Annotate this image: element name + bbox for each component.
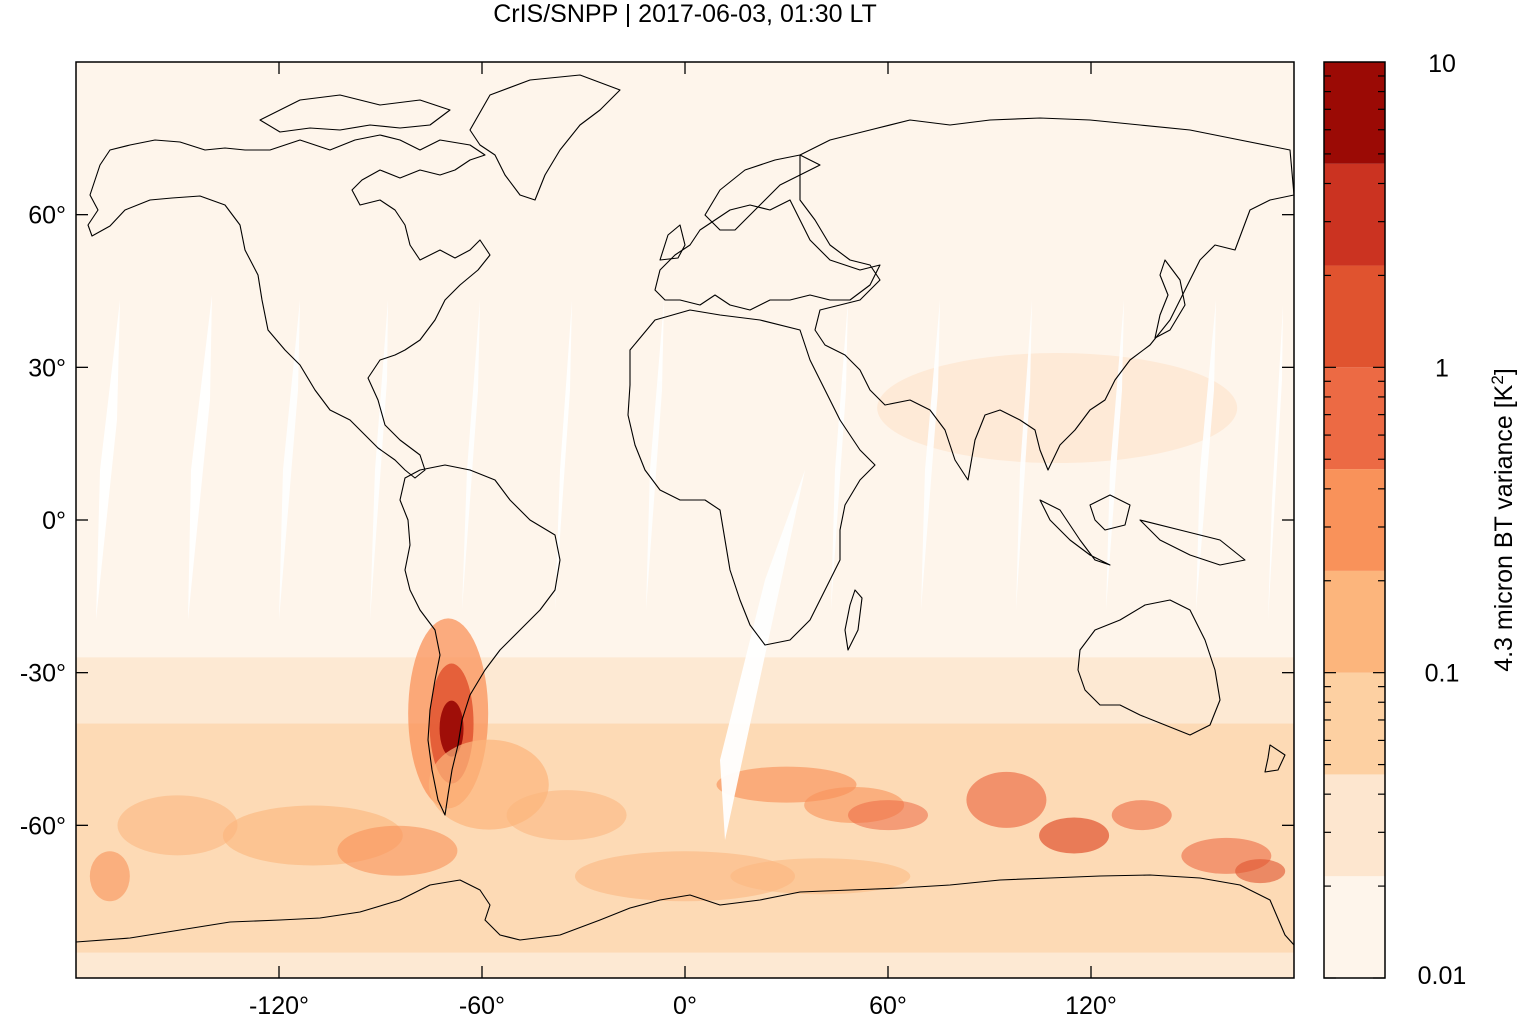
x-tick-label: 0°	[673, 992, 697, 1020]
orbit-gap	[1268, 305, 1283, 620]
coastline-antarctica	[76, 874, 1294, 946]
colorbar-tick-label: 0.1	[1425, 660, 1460, 688]
colorbar-level	[1324, 672, 1385, 775]
y-tick-label: 30°	[28, 354, 66, 382]
orbit-gap	[1106, 300, 1124, 610]
orbit-gaps	[96, 295, 1283, 840]
field-blob	[89, 851, 130, 902]
field-blob	[966, 771, 1047, 828]
orbit-gap	[96, 300, 120, 620]
coastline-australia	[1077, 599, 1221, 736]
colorbar-tick-label: 1	[1435, 354, 1449, 382]
colorbar-level	[1324, 163, 1385, 266]
colorbar-level	[1324, 62, 1385, 164]
field-blob	[117, 795, 238, 856]
field-blob	[730, 858, 911, 895]
orbit-gap	[1016, 300, 1032, 610]
orbit-gap	[462, 300, 480, 610]
chart-title: CrIS/SNPP | 2017-06-03, 01:30 LT	[493, 0, 877, 28]
map-panel	[76, 62, 1294, 978]
coastline-europe	[654, 199, 881, 311]
colorbar-label-text: 4.3 micron BT variance [K	[1490, 384, 1518, 671]
colorbar-level	[1324, 774, 1385, 877]
coastline-south-america	[399, 464, 561, 816]
colorbar-level	[1324, 367, 1385, 470]
field-blob	[1235, 859, 1286, 884]
y-tick-label: 0°	[42, 507, 66, 535]
coastline-indonesia	[1039, 494, 1246, 566]
field-blob	[506, 790, 627, 841]
coastline-new-zealand	[1264, 744, 1286, 773]
orbit-gap	[1196, 300, 1216, 610]
field-blob	[337, 825, 458, 876]
coastline-japan	[1154, 259, 1186, 339]
colorbar-tick-label: 10	[1428, 50, 1456, 78]
field-blob	[1111, 800, 1172, 831]
coastline-madagascar	[844, 589, 863, 651]
coastline-asia	[799, 117, 1294, 481]
colorbar-level	[1324, 265, 1385, 368]
colorbar-level	[1324, 570, 1385, 673]
y-tick-label: -30°	[20, 660, 66, 688]
orbit-gap	[370, 300, 388, 620]
field-blob	[877, 353, 1238, 464]
colorbar-level	[1324, 469, 1385, 571]
y-tick-label: 60°	[28, 202, 66, 230]
colorbar-label: 4.3 micron BT variance [K2]	[1488, 368, 1518, 672]
variance-field	[76, 353, 1294, 978]
colorbar-frame	[1323, 61, 1386, 979]
orbit-gap	[188, 295, 212, 620]
colorbar-label-end: ]	[1490, 368, 1518, 375]
coastline-africa	[627, 309, 876, 646]
orbit-gap	[279, 300, 300, 620]
x-tick-label: 120°	[1065, 992, 1117, 1020]
field-blob	[848, 800, 928, 831]
map-axes: -120° -60° 0° 60° 120° 60° 30° 0° -30° -60°	[20, 62, 1294, 1020]
coastline-north-america	[87, 134, 491, 479]
colorbar-tick-label: 0.01	[1418, 962, 1467, 990]
colorbar-level	[1324, 876, 1385, 978]
coastlines	[76, 74, 1294, 946]
coastline-britain	[659, 224, 686, 261]
coastline-arctic-islands	[259, 94, 451, 133]
field-blob	[1039, 817, 1110, 854]
y-tick-label: -60°	[20, 812, 66, 840]
x-tick-label: -120°	[249, 992, 309, 1020]
colorbar: 10 1 0.1 0.01	[1324, 50, 1466, 990]
coastline-greenland	[469, 74, 621, 201]
field-blob	[439, 700, 464, 757]
orbit-gap	[720, 470, 805, 840]
orbit-gap	[555, 300, 572, 610]
x-tick-label: -60°	[459, 992, 505, 1020]
colorbar-label-sup: 2	[1488, 375, 1507, 384]
orbit-gap	[921, 300, 940, 610]
orbit-gap	[831, 300, 848, 610]
x-tick-label: 60°	[869, 992, 907, 1020]
field-blob	[575, 851, 795, 902]
orbit-gap	[646, 300, 664, 610]
